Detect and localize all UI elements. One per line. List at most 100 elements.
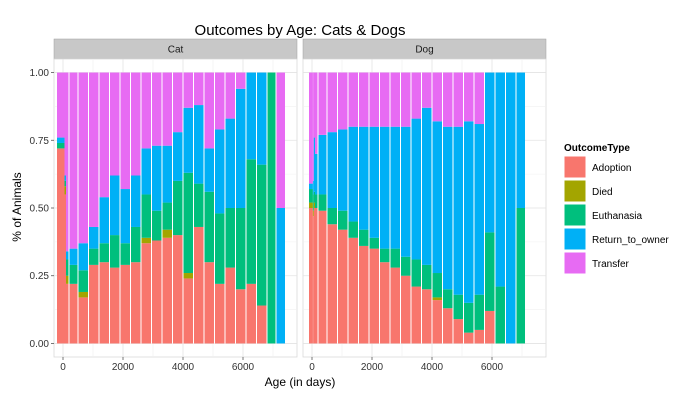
bar-segment-euthanasia — [463, 302, 474, 333]
bar-segment-transfer — [432, 72, 443, 122]
bar-segment-return-to-owner — [64, 175, 66, 181]
bar-segment-return-to-owner — [442, 126, 453, 290]
bar-segment-adoption — [453, 319, 464, 344]
bar-segment-euthanasia — [130, 226, 141, 263]
bar-segment-euthanasia — [183, 172, 194, 274]
bar-segment-adoption — [214, 283, 225, 344]
bar-segment-adoption — [379, 262, 390, 344]
bar-segment-adoption — [474, 329, 485, 344]
bar-segment-adoption — [315, 208, 318, 344]
bar-segment-euthanasia — [327, 208, 338, 225]
bar-segment-transfer — [235, 72, 246, 89]
bar-segment-adoption — [256, 305, 267, 344]
y-tick-label: 1.00 — [30, 68, 50, 79]
bars — [57, 72, 285, 344]
bar-segment-euthanasia — [151, 210, 162, 241]
bar-segment-adoption — [88, 264, 99, 344]
x-tick-label: 0 — [60, 362, 66, 373]
bar-segment-adoption — [235, 289, 246, 344]
panel-strip-label: Dog — [415, 45, 433, 56]
bar-segment-transfer — [312, 72, 314, 181]
bar-segment-transfer — [225, 72, 236, 119]
legend-label: Died — [592, 187, 613, 198]
bar-segment-transfer — [442, 72, 453, 127]
legend-swatch — [563, 203, 587, 227]
bar-segment-return-to-owner — [432, 121, 443, 274]
bar-segment-return-to-owner — [463, 121, 474, 303]
bar-segment-return-to-owner — [313, 137, 315, 192]
panel-cat: Cat 0 2000 4000 6000 0.00 0.25 0.50 0.75 1.00 — [30, 38, 298, 373]
bar-segment-transfer — [193, 72, 204, 106]
panel-dog: Dog 0 2000 4000 6000 — [302, 38, 547, 373]
bar-segment-adoption — [193, 226, 204, 344]
bar-segment-euthanasia — [64, 180, 66, 187]
bar-segment-return-to-owner — [235, 88, 246, 208]
bar-segment-transfer — [474, 72, 485, 125]
bar-segment-return-to-owner — [214, 129, 225, 214]
bar-segment-adoption — [337, 229, 348, 344]
bar-segment-transfer — [99, 72, 110, 198]
bar-segment-return-to-owner — [315, 153, 318, 195]
bar-segment-transfer — [337, 72, 348, 130]
bar-segment-adoption — [141, 243, 152, 344]
bar-segment-adoption — [120, 264, 131, 344]
bar-segment-transfer — [172, 72, 183, 133]
bar-segment-transfer — [400, 72, 411, 127]
bar-segment-adoption — [348, 237, 359, 344]
bar-segment-adoption — [151, 240, 162, 344]
bar-segment-transfer — [183, 72, 194, 108]
bar-segment-died — [309, 202, 313, 208]
bar-segment-died — [162, 229, 173, 238]
bar-segment-adoption — [78, 297, 89, 344]
bar-segment-adoption — [69, 283, 78, 344]
bar-segment-euthanasia — [193, 183, 204, 227]
y-axis-title: % of Animals — [10, 172, 24, 241]
chart-title: Outcomes by Age: Cats & Dogs — [195, 22, 406, 39]
legend-item: Transfer — [563, 251, 630, 275]
y-tick-label: 0.50 — [30, 204, 50, 215]
bar-segment-return-to-owner — [69, 248, 78, 265]
bar-segment-transfer — [463, 72, 474, 122]
bar-segment-euthanasia — [474, 294, 485, 330]
bar-segment-adoption — [484, 310, 495, 344]
bar-segment-transfer — [88, 72, 99, 227]
legend-label: Transfer — [592, 259, 630, 270]
legend-swatch — [563, 227, 587, 251]
y-tick-label: 0.25 — [30, 271, 50, 282]
bar-segment-return-to-owner — [172, 132, 183, 181]
bar-segment-return-to-owner — [390, 126, 401, 249]
bar-segment-transfer — [204, 72, 215, 149]
bar-segment-euthanasia — [421, 264, 432, 290]
bar-segment-transfer — [57, 72, 65, 138]
bar-segment-adoption — [318, 210, 327, 344]
bar-segment-return-to-owner — [411, 118, 422, 260]
bar-segment-return-to-owner — [193, 105, 204, 184]
legend-title: OutcomeType — [564, 143, 630, 154]
bar-segment-adoption — [57, 148, 65, 344]
bar-segment-adoption — [313, 208, 315, 344]
bar-segment-return-to-owner — [99, 197, 110, 244]
bar-segment-euthanasia — [484, 232, 495, 311]
bar-segment-return-to-owner — [109, 175, 120, 236]
bar-segment-transfer — [358, 72, 369, 127]
bar-segment-return-to-owner — [474, 124, 485, 295]
bar-segment-adoption — [358, 245, 369, 344]
bar-segment-euthanasia — [162, 202, 173, 230]
bar-segment-euthanasia — [318, 194, 327, 211]
bar-segment-transfer — [109, 72, 120, 176]
bar-segment-adoption — [432, 300, 443, 344]
bar-segment-died — [313, 202, 315, 208]
y-tick-label: 0.75 — [30, 136, 50, 147]
x-tick-label: 4000 — [172, 362, 195, 373]
bar-segment-euthanasia — [516, 208, 525, 344]
bar-segment-transfer — [421, 72, 432, 108]
bar-segment-adoption — [162, 237, 173, 344]
bar-segment-return-to-owner — [66, 251, 69, 260]
bar-segment-euthanasia — [172, 180, 183, 236]
y-axis: 0.00 0.25 0.50 0.75 1.00 — [30, 68, 54, 350]
bar-segment-transfer — [141, 72, 152, 149]
bar-segment-transfer — [78, 72, 89, 244]
bar-segment-euthanasia — [390, 248, 401, 268]
bar-segment-transfer — [69, 72, 78, 249]
bar-segment-return-to-owner — [400, 126, 411, 257]
